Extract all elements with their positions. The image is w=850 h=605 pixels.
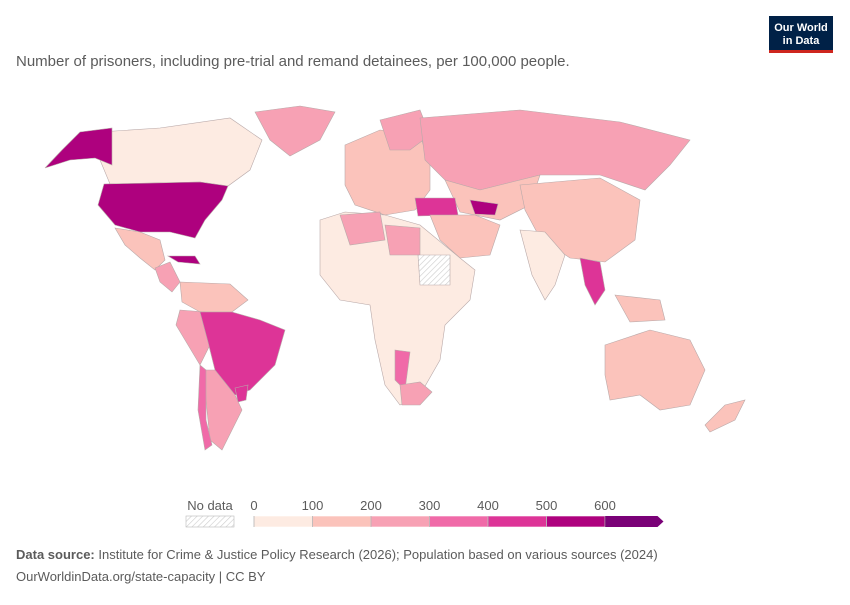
logo-bar	[769, 50, 833, 53]
country	[114, 227, 166, 271]
legend-swatch	[546, 515, 606, 528]
country	[154, 261, 181, 293]
legend-tick-label: 300	[419, 498, 441, 513]
country	[199, 311, 286, 396]
legend-swatch	[487, 515, 547, 528]
url: OurWorldinData.org/state-capacity | CC B…	[16, 569, 266, 584]
legend-swatch	[312, 515, 372, 528]
country	[254, 105, 336, 157]
country	[519, 229, 566, 301]
country	[419, 109, 691, 191]
country	[234, 384, 249, 403]
world-map	[44, 105, 746, 451]
legend-no-data-swatch	[185, 515, 235, 528]
subtitle: Number of prisoners, including pre-trial…	[16, 53, 570, 70]
country	[44, 127, 113, 169]
country	[429, 214, 501, 259]
logo-text: in Data	[783, 35, 821, 47]
legend-tick-label: 100	[302, 498, 324, 513]
country	[204, 369, 243, 451]
country	[339, 211, 386, 246]
legend-swatch	[253, 515, 313, 528]
legend-tick-label: 200	[360, 498, 382, 513]
logo: Our World in Data	[769, 16, 833, 53]
legend-tick-label: 400	[477, 498, 499, 513]
legend-swatch	[605, 516, 664, 527]
legend-no-data-label: No data	[187, 498, 233, 513]
legend-swatch	[370, 515, 430, 528]
country	[704, 399, 746, 433]
source: Data source: Institute for Crime & Justi…	[16, 547, 658, 562]
country	[97, 181, 229, 239]
legend-tick-label: 600	[594, 498, 616, 513]
country	[614, 294, 666, 323]
country	[414, 197, 459, 217]
logo-text: Our World	[774, 22, 828, 34]
country	[604, 329, 706, 411]
country	[417, 254, 451, 286]
source-text: Institute for Crime & Justice Policy Res…	[98, 547, 657, 562]
country	[379, 109, 431, 151]
legend-swatch	[429, 515, 489, 528]
source-label: Data source:	[16, 547, 95, 562]
country	[384, 224, 421, 256]
legend-tick-label: 0	[250, 498, 257, 513]
logo-box	[769, 16, 833, 50]
country	[399, 381, 433, 406]
country	[99, 117, 263, 187]
legend-tick-label: 500	[536, 498, 558, 513]
legend: No data 0 100 200 300 400 500 600	[185, 498, 664, 528]
country	[197, 364, 213, 451]
country	[179, 281, 249, 313]
country	[469, 199, 499, 216]
country	[166, 255, 201, 265]
country	[579, 257, 606, 306]
